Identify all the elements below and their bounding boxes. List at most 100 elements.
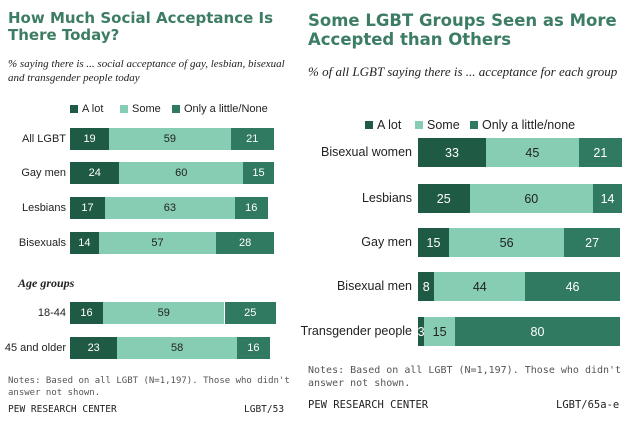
bar-segment: 14: [70, 232, 99, 254]
bar-segment: 60: [469, 184, 594, 213]
category-label: Bisexual men: [336, 279, 412, 294]
chart-note: Notes: Based on all LGBT (N=1,197). Thos…: [308, 365, 622, 389]
value-label: 16: [245, 202, 258, 214]
value-label: 59: [157, 307, 170, 319]
bar-segment: 8: [418, 272, 435, 301]
bar-segment: 24: [70, 162, 120, 184]
value-label: 25: [436, 191, 451, 206]
category-label: Gay men: [21, 166, 66, 179]
bar-segment: 17: [70, 197, 106, 219]
value-label: 27: [585, 235, 600, 250]
value-label: 23: [87, 342, 100, 354]
value-label: 24: [88, 167, 101, 179]
bar-segment: 46: [525, 272, 620, 301]
value-label: 14: [600, 191, 615, 206]
value-label: 3: [417, 324, 425, 339]
legend-label: Only a little/None: [184, 103, 268, 115]
bar-segment: 59: [109, 128, 231, 150]
value-label: 21: [593, 145, 608, 160]
bar-segment: 45: [486, 138, 579, 167]
bar-segment: 16: [70, 302, 103, 324]
value-label: 28: [238, 237, 252, 249]
legend-swatch: [70, 105, 78, 113]
legend-label: A lot: [82, 103, 104, 115]
bar-segment: 25: [224, 302, 276, 324]
bar-segment: 58: [117, 337, 237, 359]
bar-segment: 16: [236, 337, 270, 359]
bar-segment: 33: [418, 138, 486, 167]
bar-segment: 16: [234, 197, 268, 219]
value-label: 16: [247, 342, 260, 354]
category-label: 18-44: [37, 306, 66, 319]
value-label: 15: [252, 167, 265, 179]
bar-segment: 21: [578, 138, 622, 167]
bar-segment: 23: [70, 337, 118, 359]
category-label: 45 and older: [4, 341, 66, 354]
value-label: 80: [530, 324, 545, 339]
category-label: Transgender people: [300, 324, 412, 339]
value-label: 15: [432, 324, 447, 339]
legend-swatch: [120, 105, 128, 113]
bar-segment: 28: [216, 232, 274, 254]
value-label: 58: [170, 342, 184, 354]
legend-label: Some: [427, 118, 460, 132]
value-label: 14: [78, 237, 91, 249]
value-label: 46: [565, 279, 580, 294]
category-label: All LGBT: [21, 132, 66, 145]
value-label: 17: [81, 202, 94, 214]
chart-subtitle: % saying there is ... social acceptance …: [8, 58, 285, 85]
value-label: 8: [422, 279, 430, 294]
chart-note: Notes: Based on all LGBT (N=1,197). Thos…: [8, 376, 290, 398]
category-label: Lesbians: [361, 191, 412, 206]
value-label: 60: [524, 191, 539, 206]
legend-item: Some: [120, 103, 161, 115]
legend-item: Only a little/None: [172, 103, 268, 115]
bar-segment: 14: [593, 184, 622, 213]
bar-segment: 21: [230, 128, 274, 150]
legend-swatch: [470, 121, 478, 129]
chart-id: LGBT/53: [244, 404, 285, 415]
value-label: 21: [246, 133, 259, 145]
chart-title: Some LGBT Groups Seen as More Accepted t…: [308, 11, 617, 49]
bar-segment: 80: [455, 317, 620, 346]
bar-segment: 59: [102, 302, 225, 324]
legend-swatch: [365, 121, 373, 129]
legend-item: Only a little/none: [470, 118, 575, 132]
legend-swatch: [172, 105, 180, 113]
legend-item: A lot: [70, 103, 103, 115]
chart-title: How Much Social Acceptance Is There Toda…: [8, 9, 274, 45]
chart-source: PEW RESEARCH CENTER: [308, 399, 429, 411]
category-label: Gay men: [361, 235, 412, 250]
bar-segment: 44: [434, 272, 526, 301]
bar-segment: 15: [243, 162, 274, 184]
legend-label: Only a little/none: [482, 118, 576, 132]
legend-swatch: [415, 121, 423, 129]
value-label: 45: [525, 145, 540, 160]
bar-segment: 57: [98, 232, 217, 254]
bar-segment: 56: [448, 228, 565, 257]
value-label: 15: [426, 235, 441, 250]
chart-id: LGBT/65a-e: [556, 399, 620, 411]
value-label: 59: [163, 133, 177, 145]
legend-label: Some: [132, 103, 161, 115]
bar-segment: 63: [105, 197, 235, 219]
legend-item: A lot: [365, 118, 401, 132]
value-label: 19: [83, 133, 96, 145]
bar-segment: 15: [424, 317, 456, 346]
bar-segment: 19: [70, 128, 110, 150]
value-label: 63: [163, 202, 177, 214]
category-label: Bisexuals: [18, 236, 66, 249]
category-label: Lesbians: [21, 201, 66, 214]
bar-segment: 60: [119, 162, 244, 184]
bar-segment: 15: [418, 228, 449, 257]
chart-subtitle: % of all LGBT saying there is ... accept…: [308, 64, 618, 79]
chart-source: PEW RESEARCH CENTER: [8, 404, 117, 415]
bar-segment: 3: [417, 317, 425, 346]
bar-segment: 25: [418, 184, 470, 213]
group-label: Age groups: [18, 276, 75, 290]
value-label: 44: [472, 279, 487, 294]
legend-item: Some: [415, 118, 460, 132]
value-label: 57: [151, 237, 164, 249]
value-label: 25: [244, 307, 257, 319]
